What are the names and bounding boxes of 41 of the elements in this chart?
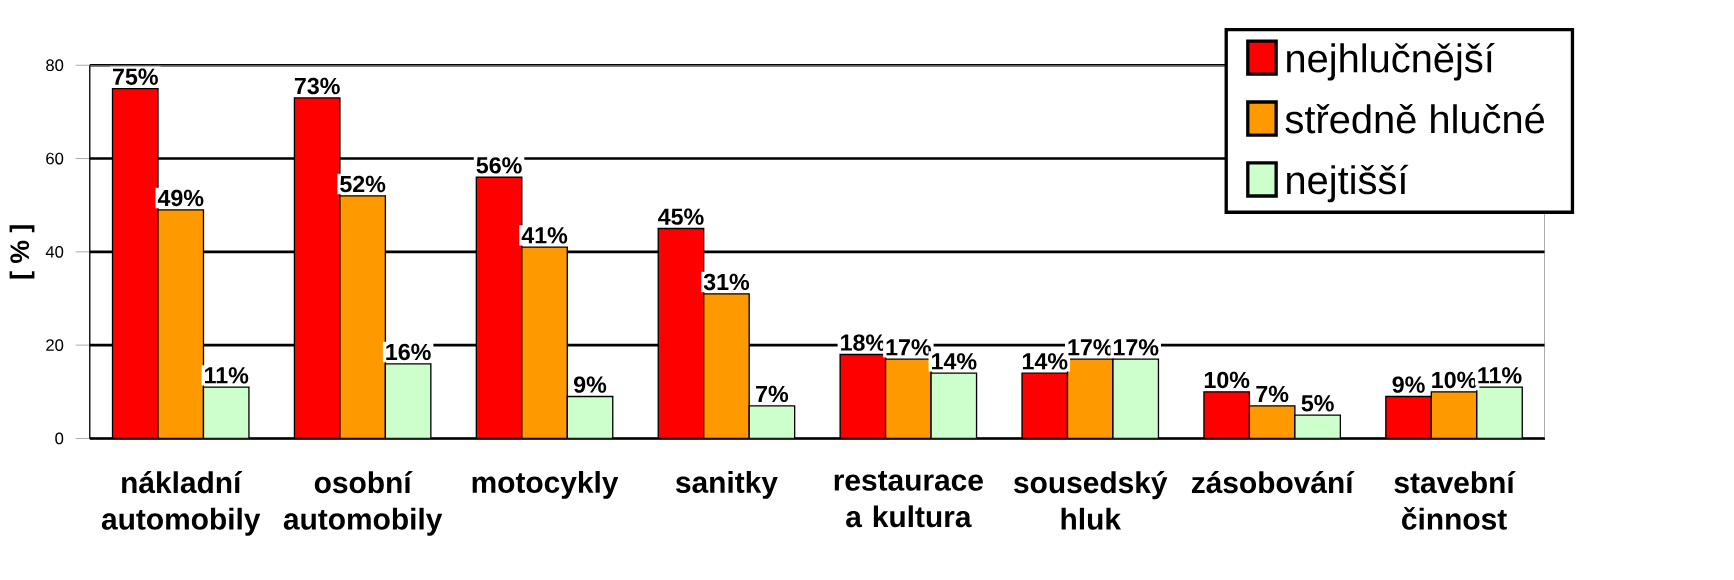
data-label: 10% xyxy=(1204,371,1250,389)
data-label: 45% xyxy=(658,208,704,225)
x-tick-label: sousedský hluk xyxy=(1014,470,1168,530)
legend-label: nejhlučnější xyxy=(1287,42,1495,81)
data-label: 31% xyxy=(703,273,750,291)
y-tick-label: 0 xyxy=(55,432,64,445)
data-label: 75% xyxy=(112,68,158,85)
data-label: 17% xyxy=(1113,339,1159,356)
y-tick-label: 40 xyxy=(45,245,64,258)
data-label: 73% xyxy=(294,77,340,95)
data-label: 17% xyxy=(886,339,931,356)
y-tick-label: 80 xyxy=(46,59,64,72)
data-label: 11% xyxy=(205,367,249,384)
x-tick-label: osobní automobily xyxy=(283,470,443,536)
y-axis-title: [ % ] xyxy=(9,225,35,279)
data-label: 41% xyxy=(521,227,568,244)
legend-label: středně hlučné xyxy=(1285,103,1545,134)
data-label: 49% xyxy=(157,189,204,207)
y-tick-label: 60 xyxy=(46,152,64,165)
data-label: 7% xyxy=(756,385,789,403)
data-label: 14% xyxy=(932,353,977,370)
x-tick-label: stavební činnost xyxy=(1394,470,1516,530)
data-label: 18% xyxy=(841,334,886,351)
data-label: 11% xyxy=(1478,367,1522,384)
data-label: 14% xyxy=(1022,353,1068,370)
data-label: 56% xyxy=(476,157,522,174)
data-label: 10% xyxy=(1432,371,1477,389)
data-label: 9% xyxy=(1392,376,1425,393)
x-tick-label: restaurace a kultura xyxy=(834,470,983,528)
legend-label: nejtišší xyxy=(1287,164,1409,203)
x-tick-label: motocykly xyxy=(472,470,619,499)
x-tick-label: nákladní automobily xyxy=(101,470,261,536)
x-tick-label: zásobování xyxy=(1191,470,1355,494)
data-label: 17% xyxy=(1068,339,1113,356)
x-tick-label: sanitky xyxy=(675,470,778,499)
data-label: 7% xyxy=(1256,385,1289,403)
data-label: 5% xyxy=(1301,395,1334,412)
data-label: 52% xyxy=(340,175,386,193)
y-tick-label: 20 xyxy=(46,339,64,351)
data-label: 16% xyxy=(386,343,431,361)
data-label: 9% xyxy=(574,376,607,393)
